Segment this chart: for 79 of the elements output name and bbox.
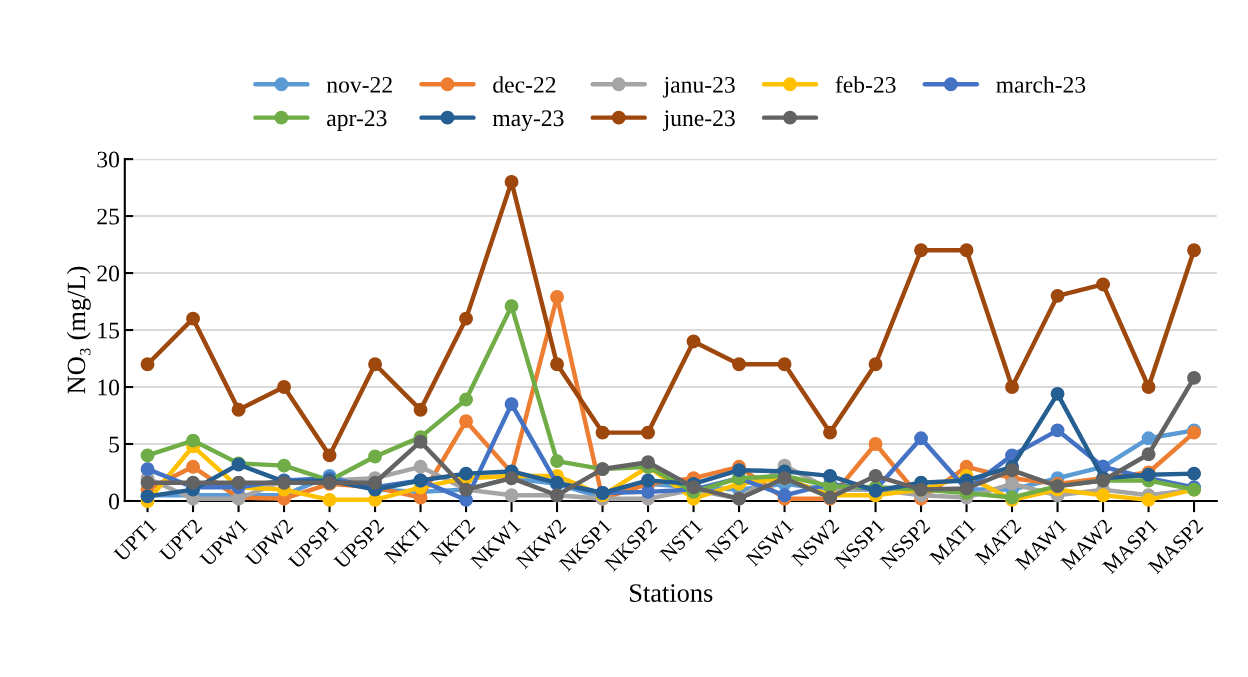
point xyxy=(277,458,291,473)
point xyxy=(186,311,200,326)
point xyxy=(641,425,655,440)
point xyxy=(732,463,746,478)
point xyxy=(1096,488,1110,503)
point xyxy=(140,357,155,372)
y-tick-label: 5 xyxy=(109,436,120,453)
point xyxy=(868,357,883,372)
point xyxy=(413,402,428,417)
point xyxy=(959,243,974,258)
legend-label: june-23 xyxy=(662,110,735,131)
point xyxy=(732,357,746,372)
point xyxy=(504,299,519,314)
point xyxy=(1187,466,1201,481)
point xyxy=(1096,277,1110,292)
y-tick-label: 15 xyxy=(98,322,120,339)
point xyxy=(322,448,337,463)
point xyxy=(1141,431,1156,446)
point xyxy=(1141,447,1156,462)
point xyxy=(186,433,200,448)
point xyxy=(1050,288,1065,303)
y-tick-label: 30 xyxy=(97,151,120,168)
y-tick-label: 20 xyxy=(97,265,120,282)
point xyxy=(504,397,519,412)
point xyxy=(413,459,428,474)
point xyxy=(413,434,428,449)
point xyxy=(368,357,382,372)
point xyxy=(1005,476,1019,491)
point xyxy=(459,392,473,407)
point xyxy=(1005,463,1019,478)
point xyxy=(140,475,155,490)
point xyxy=(186,459,200,474)
point xyxy=(641,484,655,499)
y-axis-title: NO₃ (mg/L) xyxy=(66,266,91,394)
point xyxy=(914,243,928,258)
point xyxy=(504,488,519,503)
legend-label: dec-22 xyxy=(493,76,556,93)
point xyxy=(823,468,837,483)
point xyxy=(1005,380,1019,394)
y-tick-label: 0 xyxy=(109,493,120,510)
legend-label: janu-23 xyxy=(662,76,735,98)
point xyxy=(368,475,382,490)
point xyxy=(277,380,291,394)
legend-label: feb-23 xyxy=(835,75,896,93)
point xyxy=(504,174,519,189)
point xyxy=(550,454,564,469)
y-tick-label: 10 xyxy=(98,379,120,396)
point xyxy=(550,357,564,372)
point xyxy=(1187,243,1201,258)
point xyxy=(459,466,473,481)
point xyxy=(459,311,473,326)
point xyxy=(595,425,610,440)
point xyxy=(868,468,883,483)
point xyxy=(868,437,883,451)
point xyxy=(1141,380,1156,394)
legend-label: nov-22 xyxy=(326,76,392,93)
point xyxy=(1050,386,1065,401)
point xyxy=(1050,423,1065,438)
point xyxy=(231,475,246,490)
point xyxy=(140,448,155,463)
point xyxy=(777,357,792,372)
x-axis-title: Stations xyxy=(630,584,713,602)
legend-label: may-23 xyxy=(492,110,564,132)
point xyxy=(186,475,200,490)
point xyxy=(231,402,246,417)
point xyxy=(368,449,382,464)
point xyxy=(1141,492,1156,507)
point xyxy=(322,492,337,507)
point xyxy=(550,290,564,304)
point xyxy=(686,334,701,349)
point xyxy=(459,414,473,429)
point xyxy=(1187,370,1201,385)
point xyxy=(914,431,928,446)
point xyxy=(641,455,655,470)
legend-label: march-23 xyxy=(996,76,1086,93)
point xyxy=(823,425,837,440)
y-tick-label: 25 xyxy=(97,208,120,225)
legend-label: apr-23 xyxy=(327,110,387,131)
point xyxy=(140,462,155,477)
